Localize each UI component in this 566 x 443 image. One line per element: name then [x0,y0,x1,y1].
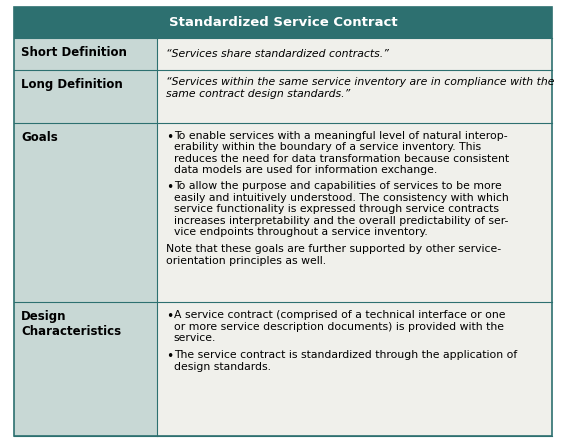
Text: easily and intuitively understood. The consistency with which: easily and intuitively understood. The c… [174,193,508,202]
Text: erability within the boundary of a service inventory. This: erability within the boundary of a servi… [174,142,481,152]
Bar [14,70,157,123]
Bar [157,123,552,302]
Text: service.: service. [174,333,216,343]
Text: Short Definition: Short Definition [21,46,127,59]
Text: •: • [166,310,173,323]
Text: or more service description documents) is provided with the: or more service description documents) i… [174,322,504,332]
Bar [14,123,157,302]
Text: To enable services with a meaningful level of natural interop-: To enable services with a meaningful lev… [174,131,507,140]
Text: The service contract is standardized through the application of: The service contract is standardized thr… [174,350,517,360]
Text: vice endpoints throughout a service inventory.: vice endpoints throughout a service inve… [174,227,427,237]
Text: orientation principles as well.: orientation principles as well. [166,256,326,265]
Bar [14,302,157,436]
Text: “Services within the same service inventory are in compliance with the
same cont: “Services within the same service invent… [166,78,554,99]
Text: Note that these goals are further supported by other service-: Note that these goals are further suppor… [166,244,501,254]
Bar [157,38,552,70]
Bar [14,38,157,70]
Text: Goals: Goals [21,131,58,144]
Text: increases interpretability and the overall predictability of ser-: increases interpretability and the overa… [174,216,508,225]
Text: reduces the need for data transformation because consistent: reduces the need for data transformation… [174,154,509,163]
Bar [14,7,552,38]
Text: Long Definition: Long Definition [21,78,123,91]
Text: “Services share standardized contracts.”: “Services share standardized contracts.” [166,49,389,59]
Text: •: • [166,181,173,194]
Text: •: • [166,350,173,363]
Text: •: • [166,131,173,144]
Text: Design
Characteristics: Design Characteristics [21,310,121,338]
Text: To allow the purpose and capabilities of services to be more: To allow the purpose and capabilities of… [174,181,501,191]
Text: design standards.: design standards. [174,361,271,372]
Bar [157,70,552,123]
Text: data models are used for information exchange.: data models are used for information exc… [174,165,437,175]
Bar [157,302,552,436]
Text: service functionality is expressed through service contracts: service functionality is expressed throu… [174,204,499,214]
Text: Standardized Service Contract: Standardized Service Contract [169,16,397,29]
Text: A service contract (comprised of a technical interface or one: A service contract (comprised of a techn… [174,310,505,320]
